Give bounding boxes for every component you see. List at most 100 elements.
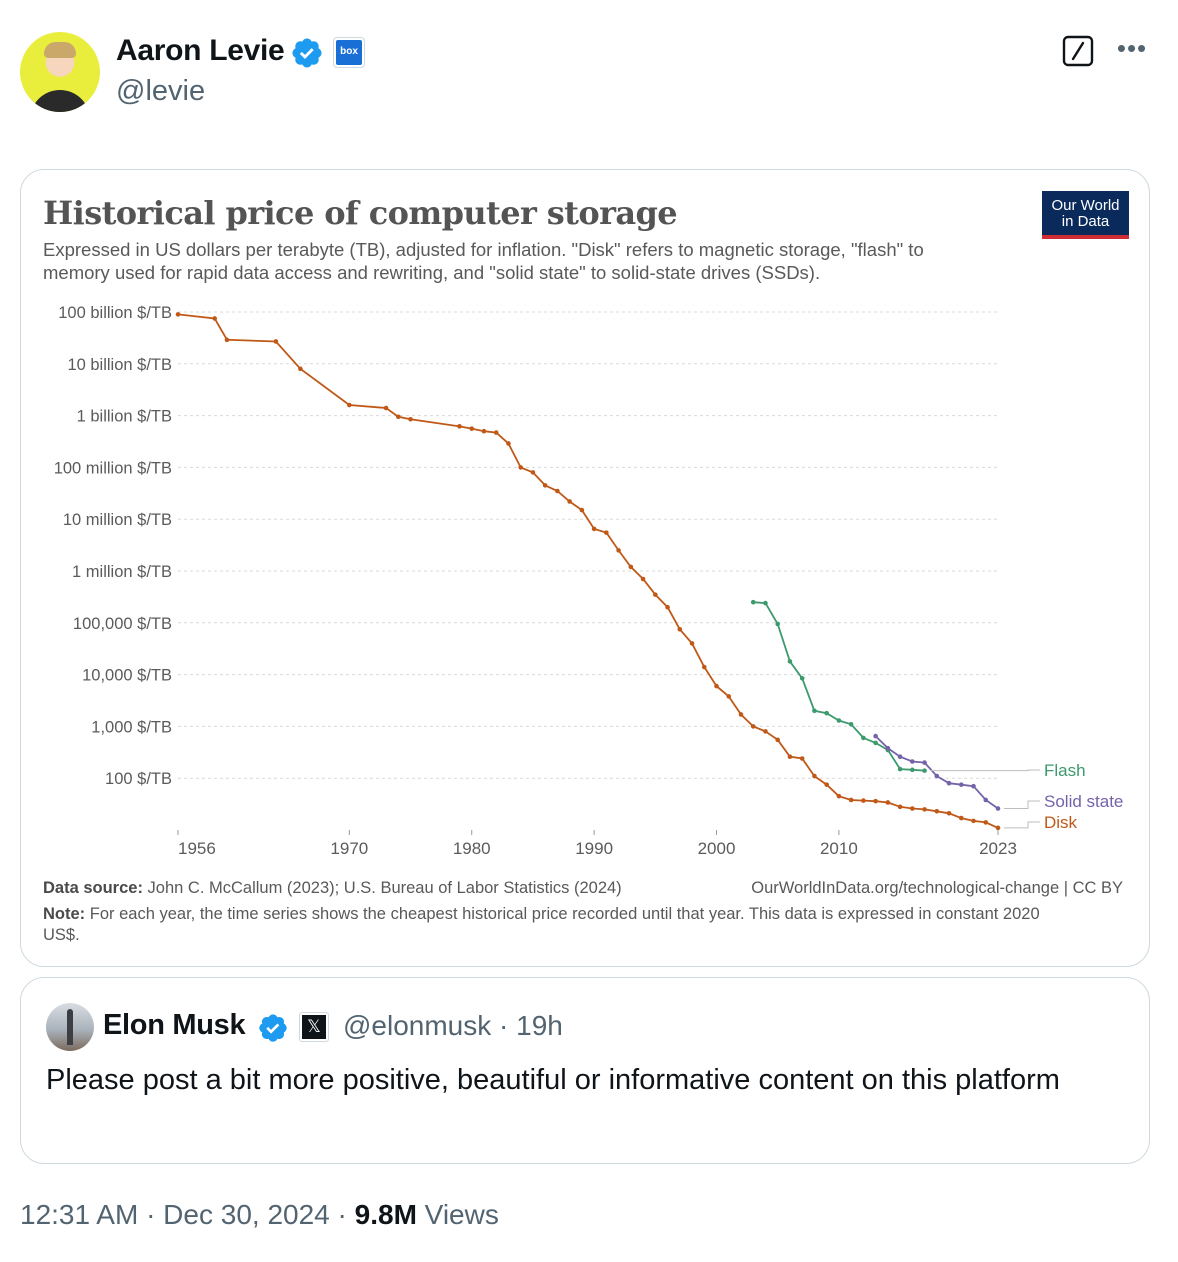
data-point bbox=[983, 797, 989, 803]
data-point bbox=[873, 798, 878, 804]
tweet-timestamp[interactable]: 12:31 AM · Dec 30, 2024 · bbox=[20, 1199, 355, 1230]
y-tick-label: 100 million $/TB bbox=[54, 459, 172, 477]
data-point bbox=[910, 759, 915, 764]
author-handle[interactable]: @levie bbox=[116, 75, 206, 107]
data-point bbox=[493, 430, 499, 435]
verified-badge-icon[interactable] bbox=[290, 36, 324, 70]
data-point bbox=[787, 659, 793, 664]
data-point bbox=[701, 664, 707, 670]
y-tick-label: 10 billion $/TB bbox=[67, 356, 172, 374]
data-point bbox=[934, 773, 940, 779]
more-options-icon[interactable]: ••• bbox=[1116, 33, 1148, 63]
data-point bbox=[995, 806, 1001, 811]
data-point bbox=[922, 768, 927, 773]
data-point bbox=[175, 312, 181, 317]
data-point bbox=[738, 712, 744, 717]
data-point bbox=[689, 641, 695, 646]
legend-connector bbox=[1004, 800, 1040, 810]
data-point bbox=[824, 782, 829, 787]
data-point bbox=[946, 811, 952, 816]
data-point bbox=[946, 780, 952, 786]
data-point bbox=[763, 729, 768, 734]
author-avatar[interactable] bbox=[20, 32, 100, 112]
views-label: Views bbox=[416, 1199, 499, 1230]
data-point bbox=[383, 405, 389, 411]
data-point bbox=[799, 756, 805, 761]
data-point bbox=[750, 599, 756, 605]
y-tick-label: 1,000 $/TB bbox=[91, 718, 172, 736]
data-point bbox=[897, 766, 903, 772]
data-point bbox=[395, 414, 401, 420]
data-point bbox=[922, 807, 927, 812]
data-point bbox=[457, 424, 462, 429]
data-point bbox=[750, 724, 756, 729]
x-tick-label: 1970 bbox=[330, 839, 368, 858]
data-point bbox=[347, 402, 352, 408]
quoted-tweet[interactable]: Elon Musk 𝕏 @elonmusk · 19h Please post … bbox=[20, 977, 1150, 1164]
author-name[interactable]: Aaron Levie bbox=[116, 34, 285, 67]
legend-label: Disk bbox=[1044, 813, 1078, 832]
quoted-handle-time[interactable]: @elonmusk · 19h bbox=[343, 1010, 563, 1041]
chart-source: Data source: John C. McCallum (2023); U.… bbox=[43, 879, 622, 897]
chart-url: OurWorldInData.org/technological-change … bbox=[751, 879, 1123, 897]
legend-connector bbox=[930, 769, 1040, 772]
series-line-solid-state bbox=[874, 735, 999, 810]
data-point bbox=[714, 683, 719, 689]
x-affiliate-icon: 𝕏 bbox=[299, 1012, 329, 1042]
y-tick-label: 1 million $/TB bbox=[72, 563, 172, 581]
data-point bbox=[910, 767, 915, 773]
legend-label: Flash bbox=[1044, 761, 1086, 780]
data-point bbox=[775, 621, 781, 627]
x-tick-label: 2000 bbox=[698, 839, 736, 858]
x-tick-label: 2010 bbox=[820, 839, 858, 858]
data-point bbox=[224, 337, 230, 343]
data-point bbox=[677, 626, 683, 632]
storage-price-chart: 100 billion $/TB 10 billion $/TB 1 billion… bbox=[54, 304, 1124, 858]
quoted-author-name[interactable]: Elon Musk bbox=[103, 1009, 246, 1041]
views-count: 9.8M bbox=[354, 1199, 417, 1230]
data-point bbox=[579, 507, 585, 513]
data-point bbox=[567, 499, 572, 504]
legend-label: Solid state bbox=[1044, 792, 1123, 811]
data-point bbox=[530, 470, 536, 475]
data-point bbox=[897, 754, 903, 760]
data-point bbox=[897, 804, 903, 810]
data-point bbox=[799, 675, 805, 681]
grok-icon[interactable] bbox=[1062, 35, 1094, 67]
data-point bbox=[481, 428, 487, 434]
y-tick-label: 10,000 $/TB bbox=[82, 667, 172, 685]
data-point bbox=[934, 808, 940, 814]
data-point bbox=[958, 815, 964, 821]
data-point bbox=[873, 733, 878, 739]
data-point bbox=[469, 426, 475, 431]
quoted-tweet-text: Please post a bit more positive, beautif… bbox=[46, 1064, 1060, 1096]
x-tick-label: 1990 bbox=[575, 839, 613, 858]
data-point bbox=[787, 754, 793, 760]
data-point bbox=[298, 366, 303, 372]
data-point bbox=[212, 316, 218, 321]
data-point bbox=[506, 441, 511, 446]
data-point bbox=[885, 745, 891, 751]
owid-logo: Our World in Data bbox=[1042, 191, 1129, 239]
data-point bbox=[518, 465, 523, 470]
data-point bbox=[555, 488, 560, 494]
data-point bbox=[885, 800, 891, 805]
affiliate-badge-icon[interactable]: box bbox=[333, 37, 365, 68]
data-point bbox=[836, 718, 842, 723]
data-point bbox=[542, 483, 548, 488]
y-tick-label: 100 billion $/TB bbox=[58, 304, 172, 322]
data-point bbox=[408, 416, 413, 422]
data-point bbox=[861, 735, 866, 741]
data-point bbox=[640, 576, 646, 582]
chart-image[interactable]: Historical price of computer storage Exp… bbox=[20, 169, 1150, 967]
data-point bbox=[628, 564, 634, 570]
data-point bbox=[763, 600, 768, 606]
data-point bbox=[775, 737, 781, 743]
data-point bbox=[848, 797, 854, 803]
quoted-avatar[interactable] bbox=[46, 1003, 94, 1051]
y-tick-label: 100,000 $/TB bbox=[73, 615, 172, 633]
chart-subtitle: Expressed in US dollars per terabyte (TB… bbox=[43, 239, 924, 283]
x-tick-label: 1956 bbox=[178, 839, 216, 858]
chart-title: Historical price of computer storage bbox=[43, 194, 678, 232]
series-line-flash bbox=[753, 601, 925, 772]
